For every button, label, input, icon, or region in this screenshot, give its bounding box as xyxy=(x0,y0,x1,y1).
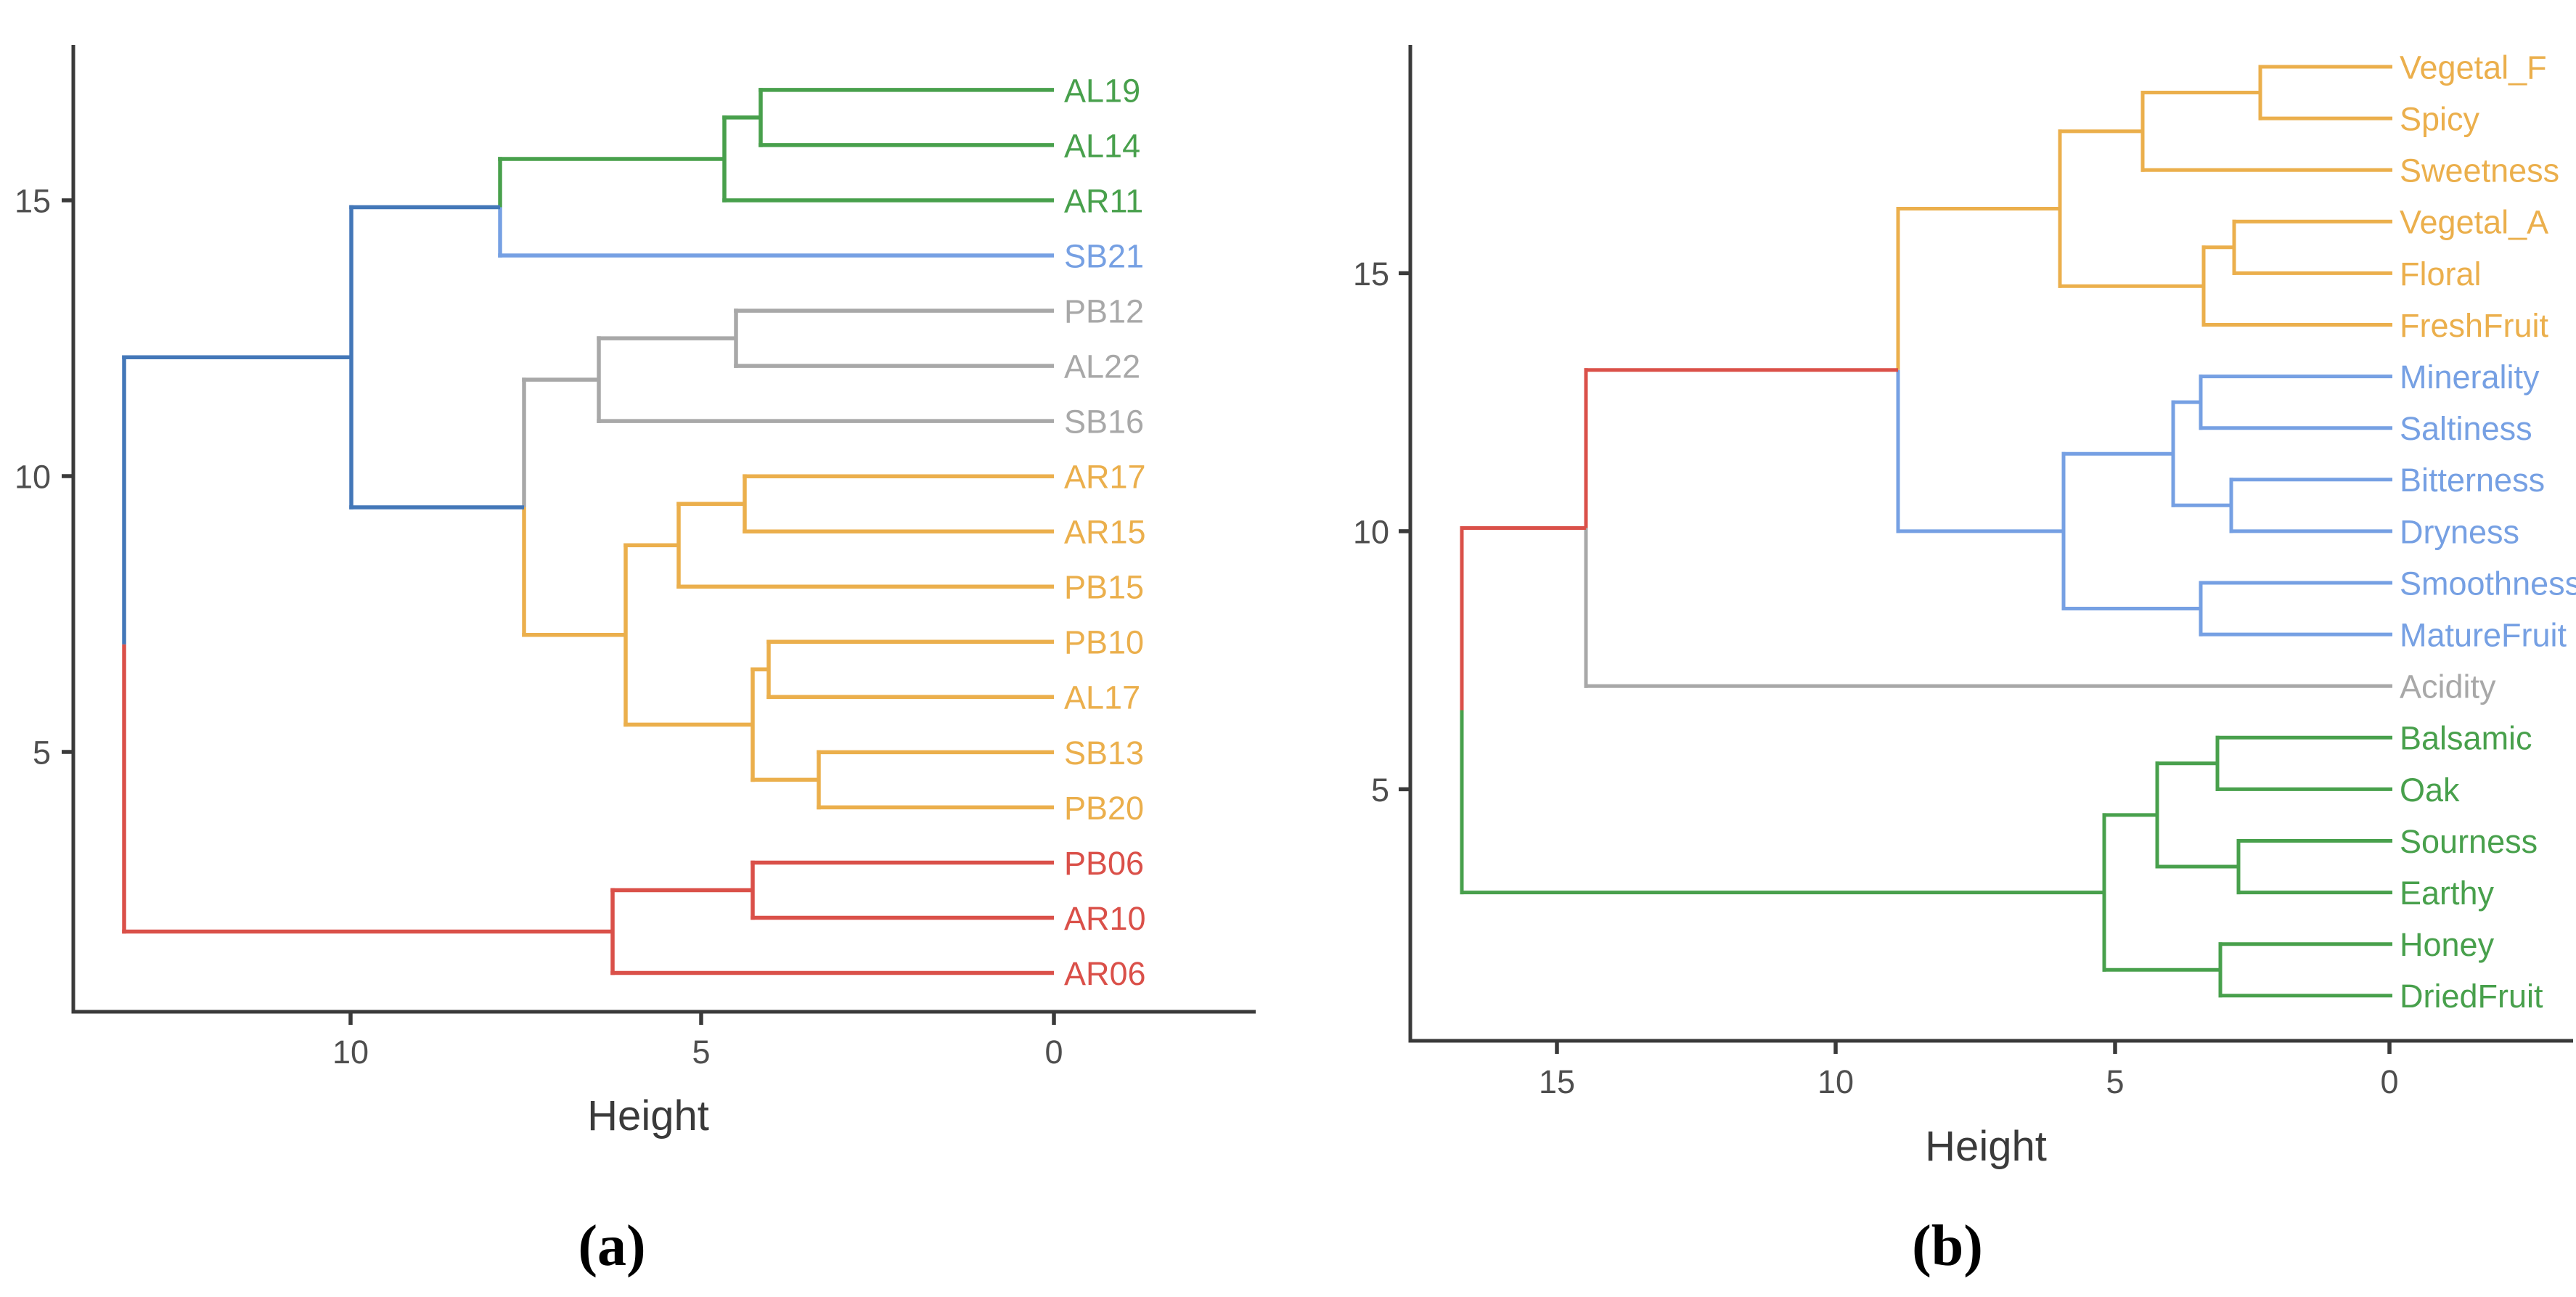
svg-text:Height: Height xyxy=(587,1092,709,1140)
svg-text:(b): (b) xyxy=(1912,1214,1983,1278)
svg-text:Earthy: Earthy xyxy=(2400,875,2495,912)
svg-text:Height: Height xyxy=(1925,1123,2047,1170)
svg-text:Acidity: Acidity xyxy=(2400,668,2496,705)
svg-text:0: 0 xyxy=(1044,1034,1063,1071)
svg-text:AL14: AL14 xyxy=(1064,127,1140,164)
svg-text:Sourness: Sourness xyxy=(2400,823,2538,860)
svg-text:AL17: AL17 xyxy=(1064,679,1140,716)
svg-text:10: 10 xyxy=(1353,513,1389,550)
svg-text:5: 5 xyxy=(692,1034,710,1071)
svg-text:5: 5 xyxy=(1371,772,1389,809)
svg-text:Oak: Oak xyxy=(2400,772,2460,809)
svg-text:10: 10 xyxy=(15,458,51,495)
svg-text:FreshFruit: FreshFruit xyxy=(2400,307,2549,344)
svg-text:Honey: Honey xyxy=(2400,926,2495,963)
svg-text:PB12: PB12 xyxy=(1064,293,1144,330)
svg-text:SB13: SB13 xyxy=(1064,735,1144,772)
svg-text:AL22: AL22 xyxy=(1064,348,1140,385)
svg-text:MatureFruit: MatureFruit xyxy=(2400,617,2567,654)
svg-text:15: 15 xyxy=(1539,1063,1575,1100)
svg-text:15: 15 xyxy=(15,182,51,219)
svg-text:Vegetal_A: Vegetal_A xyxy=(2400,204,2548,241)
svg-text:AR17: AR17 xyxy=(1064,459,1146,496)
svg-text:Floral: Floral xyxy=(2400,255,2482,292)
svg-text:PB15: PB15 xyxy=(1064,569,1144,606)
svg-text:(a): (a) xyxy=(578,1214,645,1278)
svg-text:Dryness: Dryness xyxy=(2400,513,2519,550)
svg-text:Balsamic: Balsamic xyxy=(2400,720,2532,757)
svg-text:PB06: PB06 xyxy=(1064,845,1144,882)
svg-text:Sweetness: Sweetness xyxy=(2400,152,2559,189)
svg-text:SB21: SB21 xyxy=(1064,237,1144,274)
svg-text:PB20: PB20 xyxy=(1064,790,1144,827)
svg-text:0: 0 xyxy=(2380,1063,2398,1100)
svg-text:AR11: AR11 xyxy=(1064,182,1143,219)
svg-text:Spicy: Spicy xyxy=(2400,101,2480,138)
svg-text:PB10: PB10 xyxy=(1064,624,1144,661)
svg-text:Bitterness: Bitterness xyxy=(2400,462,2545,499)
svg-text:15: 15 xyxy=(1353,255,1389,292)
svg-text:5: 5 xyxy=(2106,1063,2124,1100)
svg-text:AR10: AR10 xyxy=(1064,900,1146,937)
svg-text:DriedFruit: DriedFruit xyxy=(2400,978,2543,1015)
svg-text:10: 10 xyxy=(332,1034,369,1071)
svg-text:AR15: AR15 xyxy=(1064,514,1146,551)
svg-text:AR06: AR06 xyxy=(1064,955,1146,992)
svg-text:10: 10 xyxy=(1817,1063,1854,1100)
svg-text:5: 5 xyxy=(33,734,51,771)
svg-text:Saltiness: Saltiness xyxy=(2400,410,2532,447)
svg-text:Minerality: Minerality xyxy=(2400,359,2540,396)
svg-text:Smoothness: Smoothness xyxy=(2400,565,2576,602)
svg-text:AL19: AL19 xyxy=(1064,72,1140,109)
svg-text:Vegetal_F: Vegetal_F xyxy=(2400,49,2547,86)
svg-text:SB16: SB16 xyxy=(1064,404,1144,441)
